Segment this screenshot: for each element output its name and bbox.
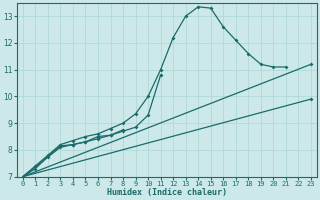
X-axis label: Humidex (Indice chaleur): Humidex (Indice chaleur) (107, 188, 227, 197)
